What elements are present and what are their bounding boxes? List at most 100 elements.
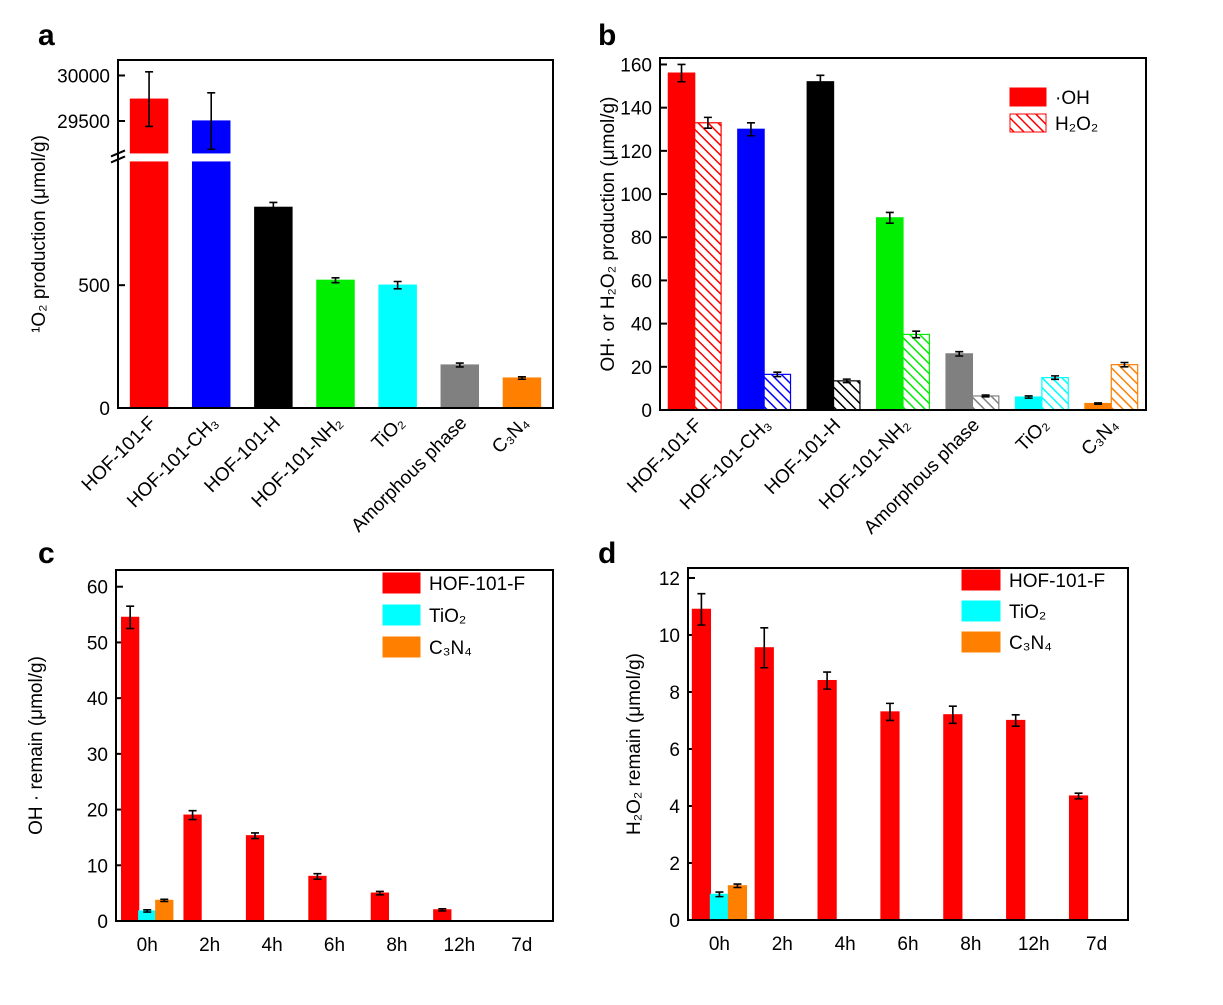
error-bar bbox=[143, 909, 152, 913]
legend-swatch bbox=[382, 636, 421, 658]
y-tick-label: 8 bbox=[669, 683, 680, 704]
error-bar bbox=[1051, 375, 1060, 381]
bar bbox=[191, 120, 231, 409]
y-axis-label: H₂O₂ remain (μmol/g) bbox=[624, 653, 645, 835]
error-bar bbox=[885, 211, 894, 225]
bar bbox=[370, 892, 389, 922]
bar bbox=[902, 333, 930, 411]
error-bar bbox=[1074, 792, 1083, 800]
error-bar bbox=[773, 371, 782, 378]
x-tick-label: 2h bbox=[772, 934, 793, 955]
error-bar bbox=[455, 362, 464, 368]
y-tick-label: 100 bbox=[620, 185, 652, 206]
y-tick-label: 500 bbox=[78, 276, 110, 297]
x-tick-label: 4h bbox=[262, 935, 283, 956]
y-tick-label: 12 bbox=[659, 569, 680, 590]
bar bbox=[155, 899, 174, 922]
legend-swatch bbox=[961, 600, 1001, 622]
error-bar bbox=[313, 872, 322, 881]
x-tick-label: 8h bbox=[960, 934, 981, 955]
error-bar bbox=[145, 71, 154, 128]
error-bar bbox=[912, 330, 921, 339]
x-tick-label: Amorphous phase bbox=[860, 415, 984, 539]
x-tick-label: 12h bbox=[444, 935, 476, 956]
panel-letter: b bbox=[598, 19, 616, 52]
axis-break bbox=[108, 153, 551, 162]
error-bar bbox=[375, 890, 384, 896]
bar bbox=[378, 284, 417, 409]
y-tick-label: 0 bbox=[669, 911, 680, 932]
bar bbox=[1041, 377, 1069, 411]
error-bar bbox=[823, 671, 832, 690]
bar bbox=[1006, 719, 1026, 921]
bar bbox=[945, 353, 974, 411]
legend-label: HOF-101-F bbox=[429, 574, 525, 595]
error-bar bbox=[885, 702, 894, 722]
y-tick-label: 50 bbox=[87, 633, 108, 654]
x-tick-label: C₃N₄ bbox=[488, 413, 533, 458]
y-tick-label: 30 bbox=[87, 745, 108, 766]
error-bar bbox=[160, 898, 169, 903]
x-tick-label: 8h bbox=[386, 935, 407, 956]
panel-letter: c bbox=[38, 537, 55, 570]
y-tick-label: 0 bbox=[641, 401, 652, 422]
y-tick-label: 29500 bbox=[57, 112, 110, 133]
bar bbox=[817, 679, 837, 921]
panel-letter: a bbox=[38, 19, 55, 52]
error-bar bbox=[981, 394, 990, 398]
bar bbox=[667, 72, 696, 411]
y-tick-label: 80 bbox=[631, 228, 652, 249]
plot-frame bbox=[687, 567, 1129, 921]
error-bar bbox=[703, 116, 712, 129]
error-bar bbox=[948, 705, 957, 725]
bar bbox=[1110, 364, 1139, 411]
x-tick-label: C₃N₄ bbox=[1078, 415, 1123, 460]
bar bbox=[1068, 795, 1089, 921]
error-bar bbox=[438, 907, 447, 912]
x-tick-label: 6h bbox=[324, 935, 345, 956]
bar bbox=[440, 364, 480, 409]
x-tick-label: TiO₂ bbox=[1012, 415, 1053, 456]
y-tick-label: 6 bbox=[669, 740, 680, 761]
x-tick-label: TiO₂ bbox=[368, 413, 409, 454]
error-bar bbox=[760, 627, 769, 669]
plot-frame bbox=[117, 59, 554, 409]
bar bbox=[880, 711, 900, 921]
bar bbox=[1014, 396, 1043, 411]
error-bar bbox=[746, 121, 755, 137]
y-tick-label: 0 bbox=[99, 399, 110, 420]
error-bar bbox=[1120, 361, 1129, 368]
legend-label: H₂O₂ bbox=[1055, 114, 1098, 135]
error-bar bbox=[517, 376, 526, 381]
legend-swatch bbox=[1009, 87, 1047, 107]
legend-label: ·OH bbox=[1055, 88, 1090, 109]
plot-frame bbox=[115, 569, 554, 922]
error-bar bbox=[1024, 395, 1033, 399]
y-tick-label: 60 bbox=[87, 578, 108, 599]
error-bar bbox=[188, 809, 197, 821]
y-tick-label: 40 bbox=[631, 315, 652, 336]
y-tick-label: 40 bbox=[87, 689, 108, 710]
error-bar bbox=[1011, 713, 1020, 727]
bar bbox=[709, 893, 730, 921]
x-tick-label: 4h bbox=[835, 934, 856, 955]
bar bbox=[737, 128, 765, 411]
y-tick-label: 160 bbox=[620, 55, 652, 76]
legend-label: C₃N₄ bbox=[1009, 633, 1052, 654]
bar bbox=[254, 206, 293, 409]
x-tick-label: Amorphous phase bbox=[347, 413, 471, 537]
legend-label: HOF-101-F bbox=[1009, 571, 1105, 592]
y-tick-label: 30000 bbox=[57, 66, 110, 87]
bar bbox=[694, 122, 722, 411]
error-bar bbox=[269, 201, 278, 214]
error-bar bbox=[816, 74, 825, 90]
plot-frame bbox=[659, 57, 1147, 411]
bar bbox=[876, 217, 904, 411]
error-bar bbox=[955, 350, 964, 357]
error-bar bbox=[715, 891, 724, 898]
bar bbox=[129, 98, 169, 409]
error-bar bbox=[393, 280, 402, 290]
y-tick-label: 2 bbox=[669, 854, 680, 875]
error-bar bbox=[331, 277, 340, 284]
y-tick-label: 120 bbox=[620, 142, 652, 163]
